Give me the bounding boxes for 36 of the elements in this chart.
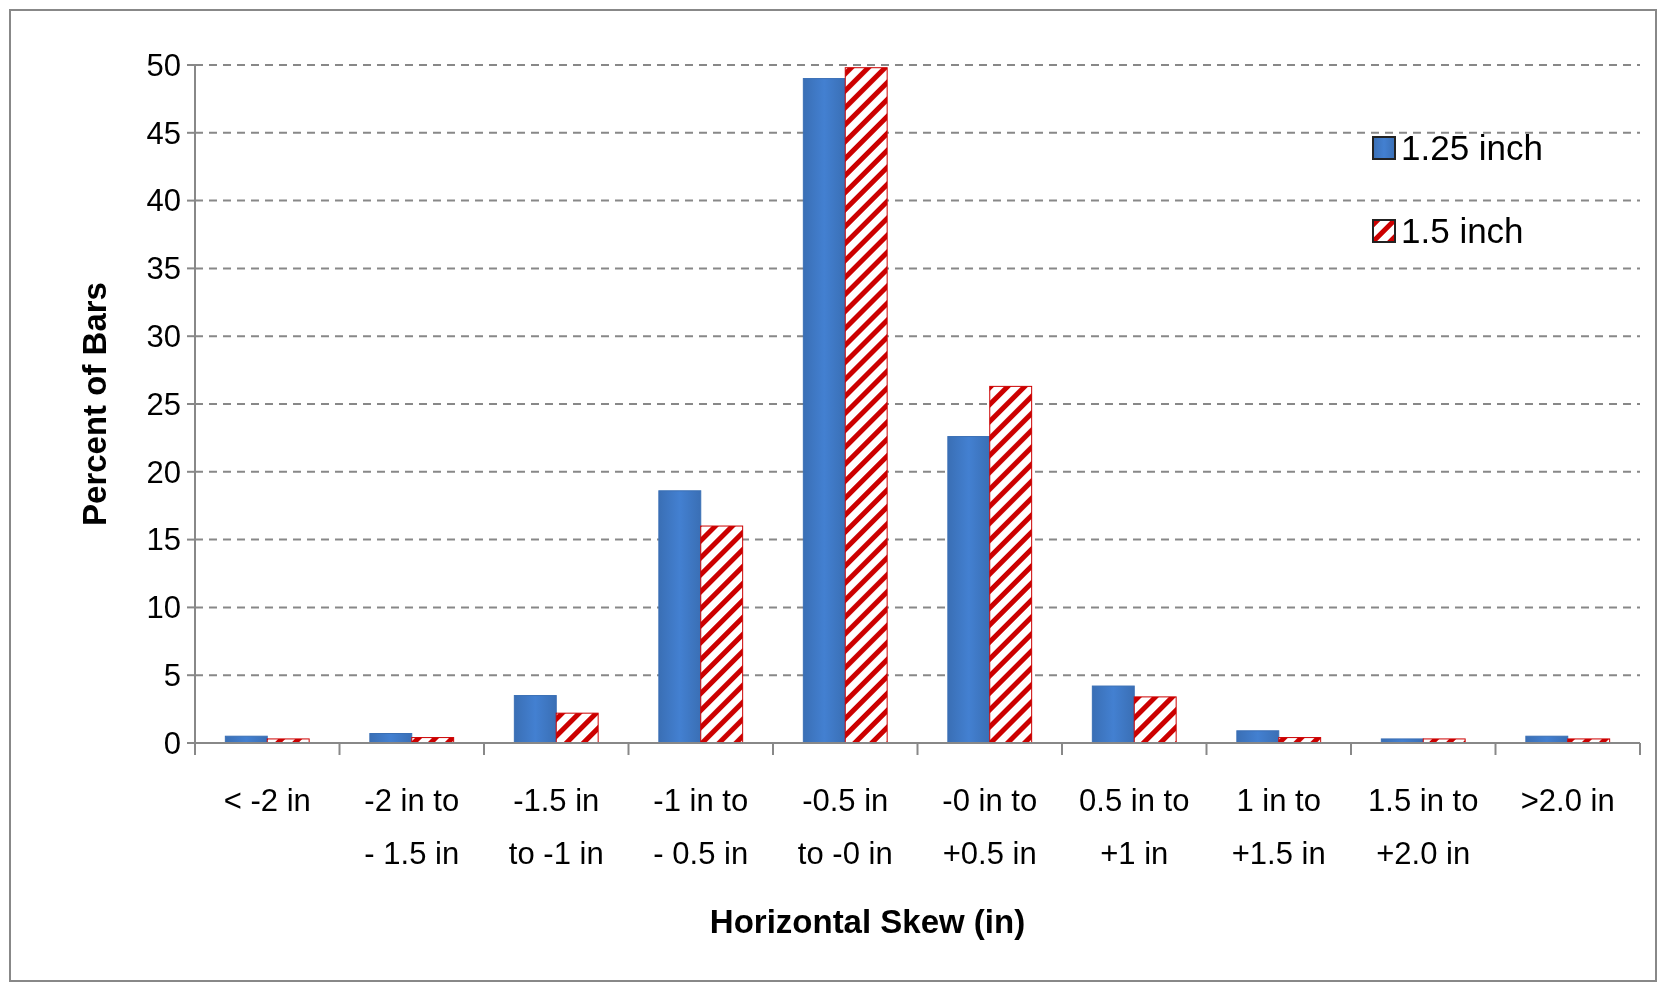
bar (802, 78, 846, 744)
y-tick-label: 35 (146, 251, 181, 287)
bar (513, 695, 557, 744)
x-tick-label: -1.5 in to -1 in (508, 783, 604, 871)
y-tick-label: 0 (163, 725, 181, 761)
x-tick-label: -0.5 in to -0 in (797, 783, 893, 871)
x-tick-label: >2.0 in (1520, 783, 1615, 818)
bar (1091, 685, 1135, 744)
x-tick-label: 1.5 in to +2.0 in (1368, 783, 1479, 871)
legend-label: 1.25 inch (1401, 128, 1544, 168)
y-tick-label: 25 (146, 386, 181, 422)
x-tick-label: -0 in to +0.5 in (942, 783, 1038, 871)
x-tick-label: -2 in to - 1.5 in (364, 783, 460, 871)
x-tick-label: 0.5 in to +1 in (1079, 783, 1190, 871)
y-tick-label: 30 (146, 319, 181, 355)
bar (947, 436, 991, 744)
y-tick-label: 45 (146, 115, 181, 151)
x-tick-label: < -2 in (223, 783, 311, 818)
y-tick-label: 50 (146, 47, 181, 83)
y-tick-label: 20 (146, 454, 181, 490)
y-tick-label: 15 (146, 522, 181, 558)
x-axis-title: Horizontal Skew (in) (709, 903, 1026, 940)
x-tick-label: -1 in to - 0.5 in (653, 783, 749, 871)
y-tick-label: 40 (146, 183, 181, 219)
y-axis-title: Percent of Bars (76, 282, 113, 526)
bar (1133, 696, 1177, 744)
y-tick-label: 10 (146, 590, 181, 626)
bar (700, 525, 744, 744)
bar (844, 67, 888, 744)
legend-label: 1.5 inch (1401, 211, 1524, 251)
y-tick-label: 5 (163, 658, 181, 694)
x-tick-label: 1 in to +1.5 in (1231, 783, 1326, 871)
bar (658, 490, 702, 744)
bar (989, 385, 1033, 744)
bar (1236, 730, 1280, 744)
bar (555, 712, 599, 744)
